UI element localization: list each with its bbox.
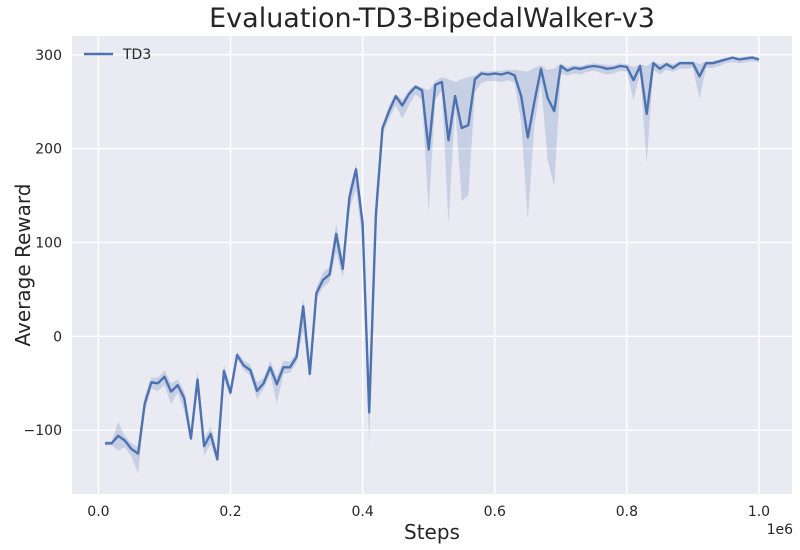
series-td3-line bbox=[105, 56, 760, 461]
chart-title: Evaluation-TD3-BipedalWalker-v3 bbox=[209, 3, 655, 34]
x-tick-label: 0.4 bbox=[352, 504, 374, 520]
y-tick-label: 200 bbox=[35, 142, 62, 158]
x-tick-label: 0.0 bbox=[87, 504, 109, 520]
y-tick-label: −100 bbox=[24, 423, 62, 439]
x-axis-label: Steps bbox=[404, 520, 460, 544]
y-tick-label: 100 bbox=[35, 235, 62, 251]
x-tick-label: 0.8 bbox=[616, 504, 638, 520]
x-tick-label: 1.0 bbox=[748, 504, 770, 520]
y-axis-ticks: −100 0 100 200 300 bbox=[24, 48, 62, 439]
x-tick-label: 0.6 bbox=[484, 504, 506, 520]
x-axis-scale-note: 1e6 bbox=[767, 522, 794, 538]
legend: TD3 bbox=[84, 47, 151, 63]
y-tick-label: 0 bbox=[53, 329, 62, 345]
y-tick-label: 300 bbox=[35, 48, 62, 64]
y-axis-label: Average Reward bbox=[11, 184, 35, 347]
legend-entry-td3: TD3 bbox=[122, 47, 151, 63]
x-axis-ticks: 0.0 0.2 0.4 0.6 0.8 1.0 bbox=[87, 504, 770, 520]
x-tick-label: 0.2 bbox=[219, 504, 241, 520]
grid bbox=[72, 36, 792, 494]
